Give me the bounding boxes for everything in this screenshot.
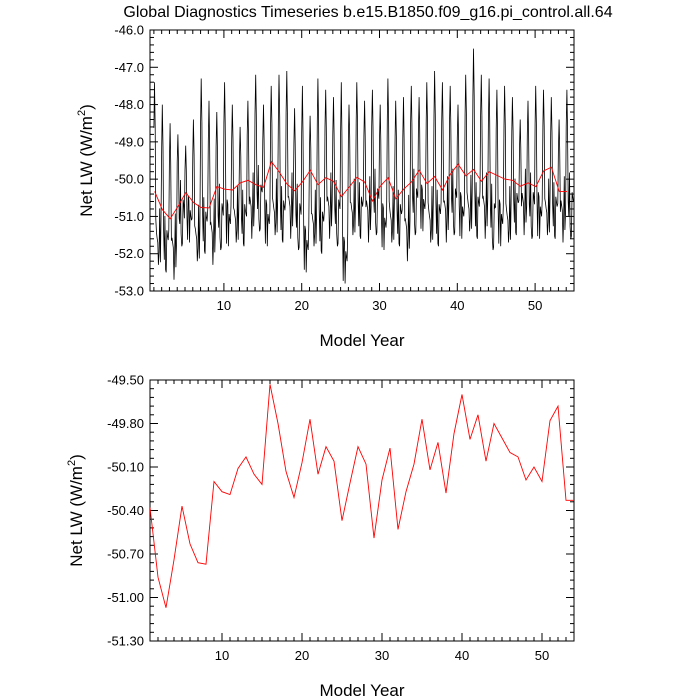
y-tick-label: -51.0 xyxy=(114,209,144,224)
y-tick-label: -49.50 xyxy=(107,373,144,388)
y-tick-label: -50.10 xyxy=(107,460,144,475)
y-axis-label-main: Net LW (W/m xyxy=(67,466,86,567)
y-tick-label: -48.0 xyxy=(114,97,144,112)
y-axis-label-superscript: 2 xyxy=(66,460,78,466)
y-tick-label: -50.40 xyxy=(107,503,144,518)
bottom-panel: 10 20 30 40 50 -51.30 -51.00 -50.70 -50.40 -50.10… xyxy=(66,373,575,700)
x-tick-label: 20 xyxy=(294,298,308,313)
x-tick-label: 40 xyxy=(450,298,464,313)
x-tick-label: 30 xyxy=(375,648,389,663)
y-axis-label: Net LW (W/m2) xyxy=(76,104,96,217)
y-tick-label: -46.0 xyxy=(114,23,144,38)
x-tick-label: 40 xyxy=(455,648,469,663)
y-axis-label-superscript: 2 xyxy=(76,110,88,116)
x-tick-label: 50 xyxy=(535,648,549,663)
y-tick-label: -49.0 xyxy=(114,134,144,149)
y-axis-label-close: ) xyxy=(77,104,96,110)
monthly-series-line xyxy=(153,48,574,284)
y-tick-label: -49.80 xyxy=(107,416,144,431)
plot-frame xyxy=(149,29,575,292)
y-axis-label-main: Net LW (W/m xyxy=(77,116,96,217)
y-tick-label: -51.00 xyxy=(107,590,144,605)
x-axis-label: Model Year xyxy=(319,681,404,700)
y-tick-label: -50.70 xyxy=(107,547,144,562)
annual-mean-series-line xyxy=(150,384,574,608)
y-tick-label: -52.0 xyxy=(114,246,144,261)
x-tick-label: 20 xyxy=(295,648,309,663)
x-tick-label: 10 xyxy=(217,298,231,313)
y-tick-label: -47.0 xyxy=(114,60,144,75)
y-axis-label-close: ) xyxy=(67,454,86,460)
x-axis-label: Model Year xyxy=(319,331,404,350)
y-tick-label: -50.0 xyxy=(114,172,144,187)
x-tick-label: 30 xyxy=(372,298,386,313)
x-tick-label: 50 xyxy=(528,298,542,313)
annual-mean-series-line xyxy=(154,160,567,220)
y-tick-label: -51.30 xyxy=(107,634,144,649)
y-axis-label: Net LW (W/m2) xyxy=(66,454,86,567)
x-tick-label: 10 xyxy=(215,648,229,663)
chart-title: Global Diagnostics Timeseries b.e15.B185… xyxy=(123,4,612,21)
top-panel: 10 20 30 40 50 -53.0 -52.0 -51.0 -50.0 -49.0 -48.0… xyxy=(76,23,575,350)
y-tick-label: -53.0 xyxy=(114,284,144,299)
